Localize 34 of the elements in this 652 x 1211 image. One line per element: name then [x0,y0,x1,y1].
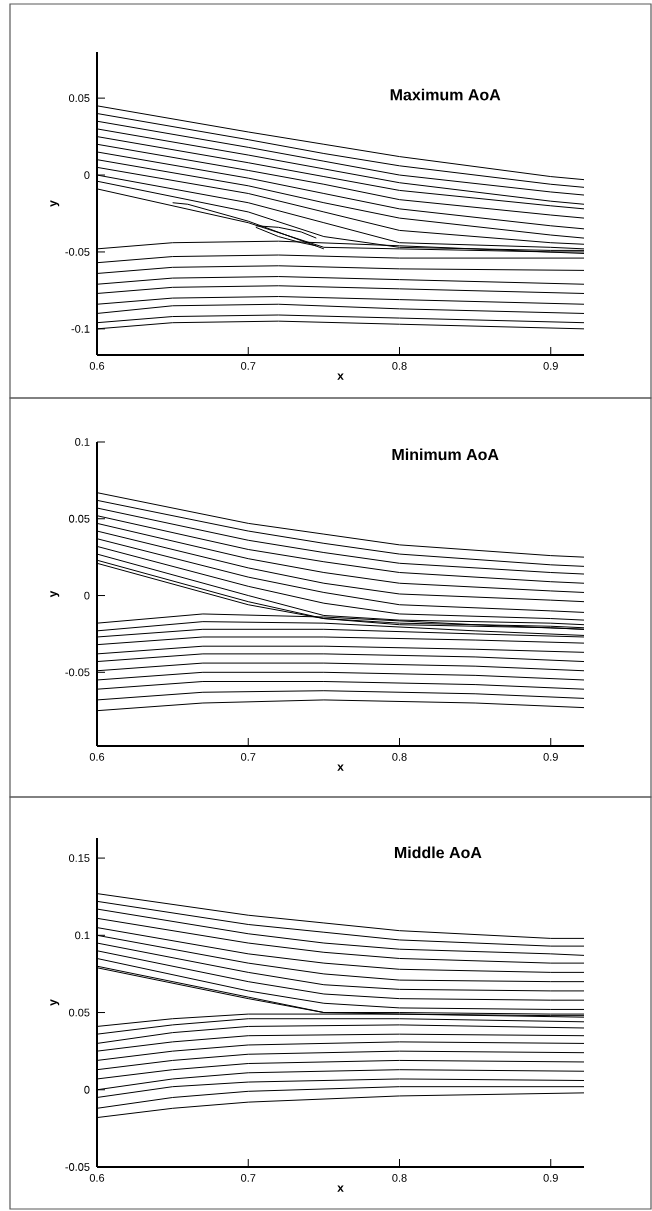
x-tick-label: 0.8 [392,753,407,761]
x-tick-label: 0.7 [241,362,256,370]
y-tick-label: -0.05 [65,668,90,677]
y-tick-label: 0.1 [75,931,90,940]
x-tick-label: 0.9 [543,362,558,370]
x-tick-label: 0.9 [543,753,558,761]
y-axis-title: y [50,999,60,1006]
y-tick-label: -0.1 [71,324,90,333]
x-tick-label: 0.7 [241,753,256,761]
x-tick-label: 0.7 [241,1174,256,1182]
chart-title: Minimum AoA [392,448,499,461]
y-tick-label: 0.05 [68,1008,90,1017]
y-axis-title: y [50,590,60,598]
y-tick-label: 0 [84,171,90,179]
x-tick-label: 0.6 [89,1174,105,1182]
chart-title: Middle AoA [394,846,482,859]
x-tick-label: 0.6 [89,362,105,370]
x-axis-title: x [337,1185,344,1192]
x-tick-label: 0.8 [392,362,407,370]
y-tick-label: 0.1 [75,438,90,446]
y-tick-label: 0 [84,1085,90,1094]
x-tick-label: 0.6 [89,753,105,761]
y-tick-label: 0.05 [68,514,90,523]
x-axis-title: x [337,764,344,771]
y-tick-label: 0.05 [68,94,90,103]
y-tick-label: -0.05 [65,248,90,256]
text: Maximum AoA [390,88,501,101]
x-axis-title: x [337,373,344,380]
x-tick-label: 0.8 [392,1174,407,1182]
y-tick-label: 0.15 [68,854,90,862]
y-tick-label: -0.05 [65,1163,90,1171]
x-tick-label: 0.9 [543,1174,558,1182]
y-axis-title: y [50,200,60,207]
y-tick-label: 0 [84,591,90,600]
